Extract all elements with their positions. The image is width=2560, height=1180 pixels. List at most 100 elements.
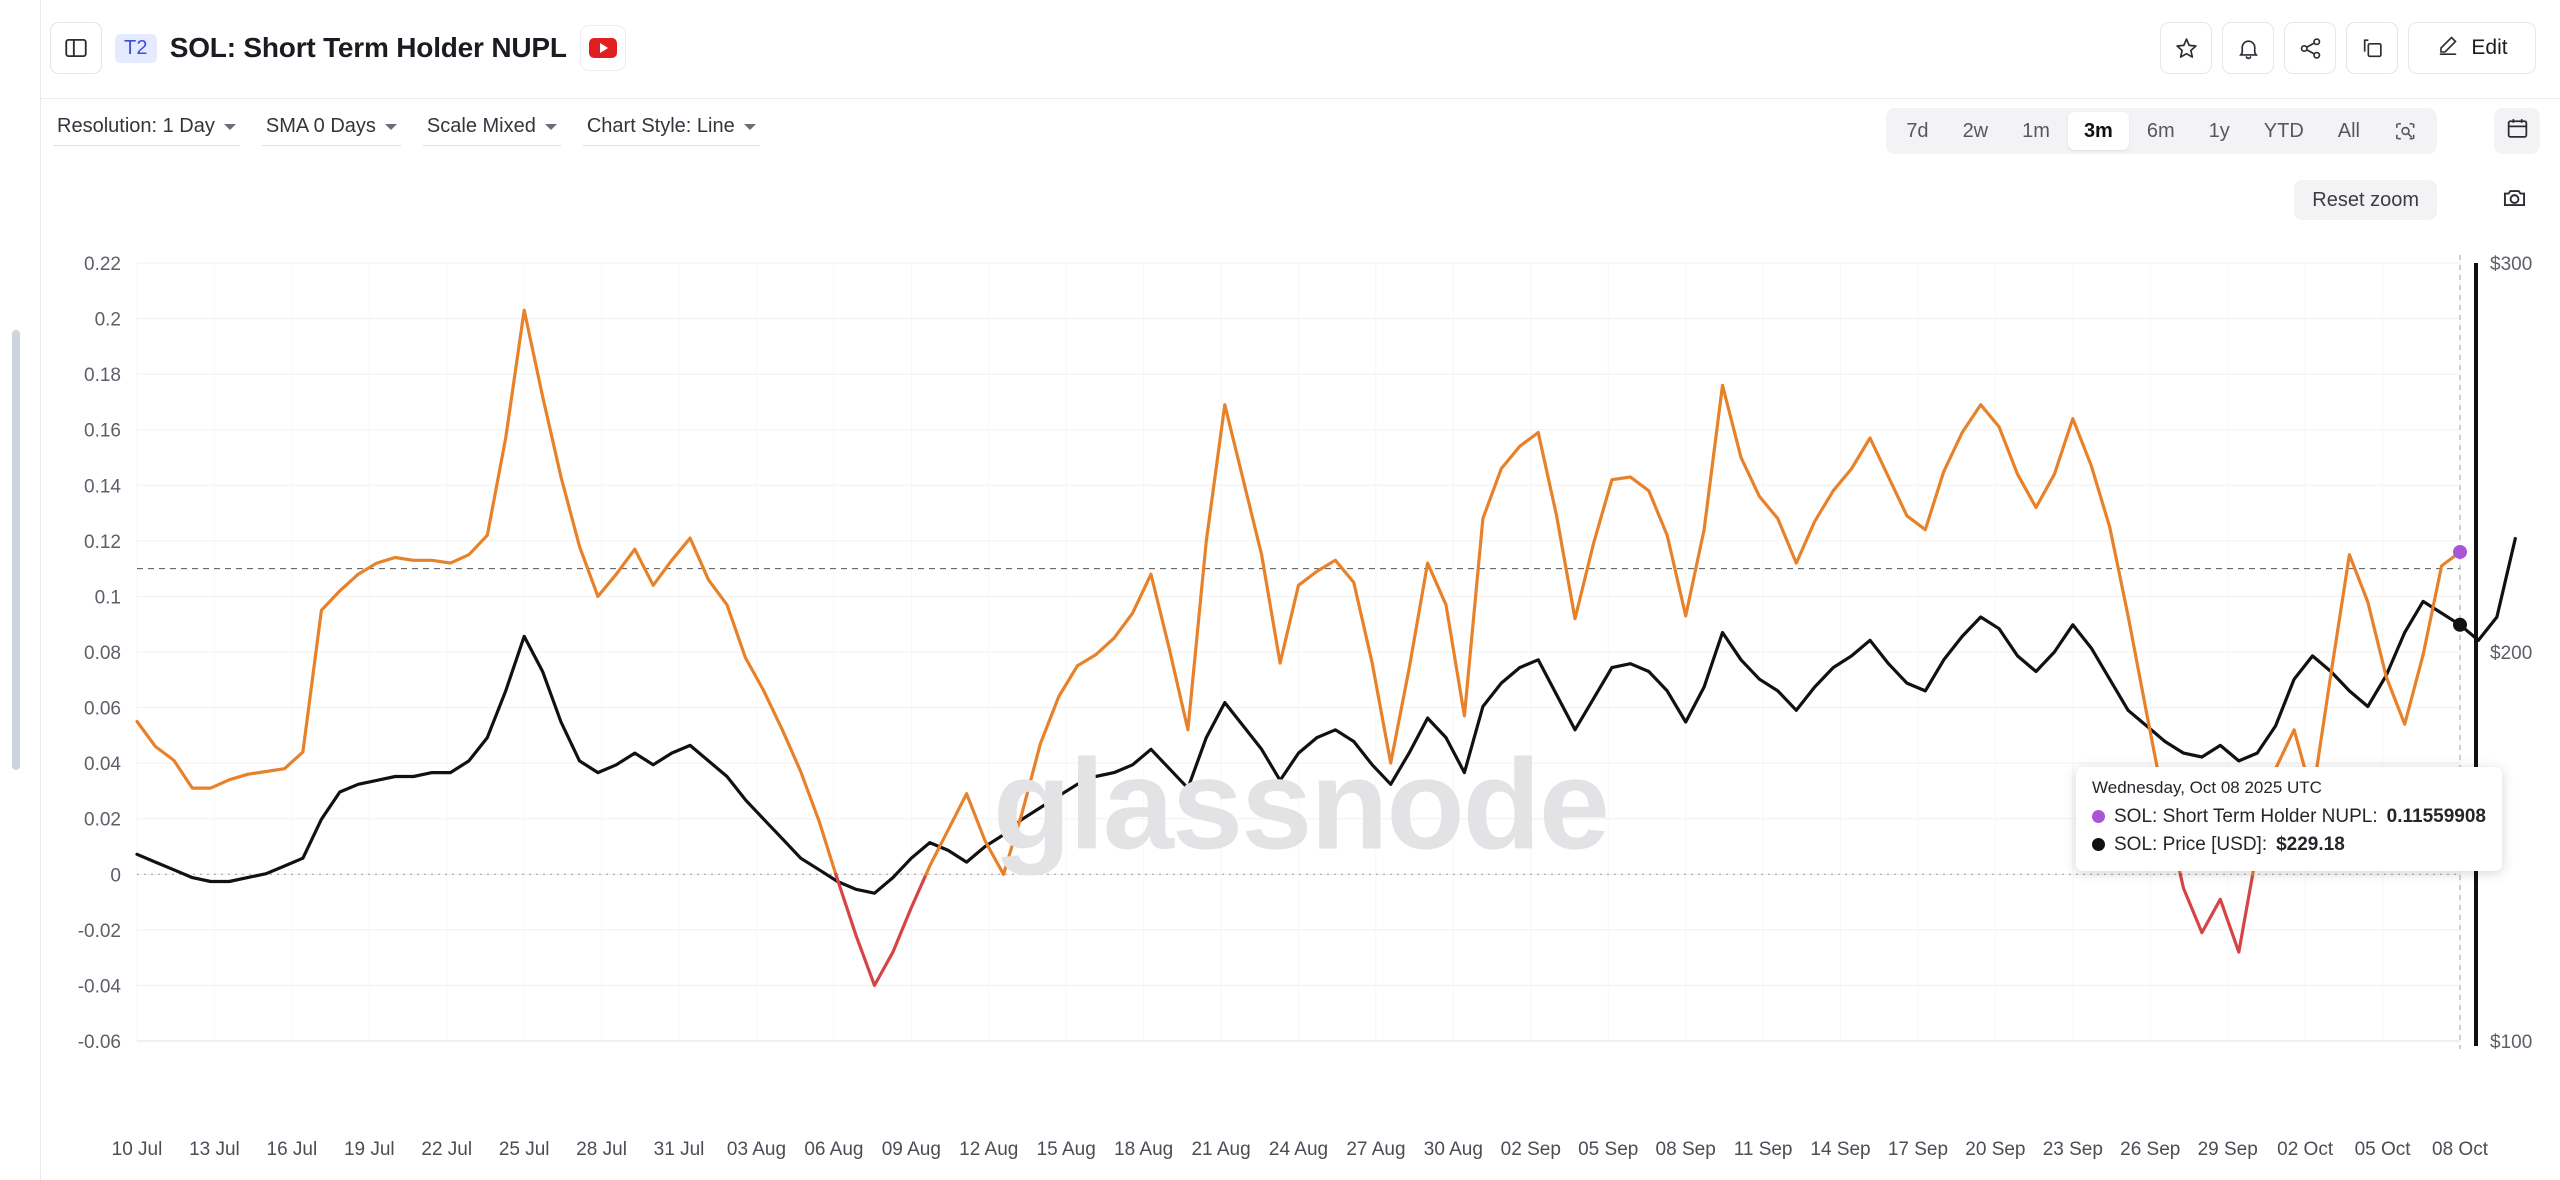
youtube-button[interactable] bbox=[579, 25, 626, 71]
range-button-3m[interactable]: 3m bbox=[2067, 112, 2129, 150]
svg-text:16 Jul: 16 Jul bbox=[267, 1139, 318, 1160]
svg-text:-0.04: -0.04 bbox=[78, 976, 122, 997]
tooltip-series-dot bbox=[2092, 837, 2105, 851]
svg-text:09 Aug: 09 Aug bbox=[882, 1139, 941, 1160]
sidebar-toggle-button[interactable] bbox=[50, 22, 102, 74]
tier-badge: T2 bbox=[115, 33, 157, 63]
range-button-all[interactable]: All bbox=[2322, 112, 2376, 150]
duplicate-button[interactable] bbox=[2346, 22, 2398, 74]
svg-text:0.18: 0.18 bbox=[84, 365, 121, 386]
svg-text:-0.02: -0.02 bbox=[78, 921, 121, 942]
resolution-dropdown[interactable]: Resolution: 1 Day bbox=[53, 113, 240, 146]
chart-area[interactable]: 0.22 0.2 0.18 0.16 0.14 0.12 0.1 0.08 0.06 0.04 0.… bbox=[41, 215, 2560, 1180]
svg-text:0.16: 0.16 bbox=[84, 421, 121, 442]
page-title: SOL: Short Term Holder NUPL bbox=[169, 32, 567, 63]
chevron-down-icon bbox=[223, 123, 236, 130]
chart-tooltip: Wednesday, Oct 08 2025 UTC SOL: Short Te… bbox=[2076, 767, 2502, 872]
svg-text:0.12: 0.12 bbox=[84, 532, 121, 553]
svg-text:23 Sep: 23 Sep bbox=[2043, 1139, 2103, 1160]
bell-icon bbox=[2236, 36, 2261, 61]
svg-text:0.1: 0.1 bbox=[95, 587, 121, 608]
svg-text:0.08: 0.08 bbox=[84, 643, 121, 664]
camera-icon bbox=[2501, 184, 2528, 216]
tooltip-date: Wednesday, Oct 08 2025 UTC bbox=[2092, 778, 2322, 797]
resolution-dropdown-label: Resolution: 1 Day bbox=[57, 115, 215, 137]
favorite-button[interactable] bbox=[2160, 22, 2212, 74]
tooltip-row: SOL: Short Term Holder NUPL: 0.11559908 bbox=[2092, 803, 2486, 831]
svg-text:$100: $100 bbox=[2490, 1032, 2532, 1053]
chart-toolbar: Resolution: 1 Day SMA 0 Days Scale Mixed… bbox=[41, 99, 2560, 161]
tooltip-series-value: $229.18 bbox=[2276, 833, 2345, 855]
chevron-down-icon bbox=[544, 123, 557, 130]
edit-button-label: Edit bbox=[2471, 36, 2508, 59]
svg-text:$200: $200 bbox=[2490, 643, 2532, 664]
svg-text:08 Oct: 08 Oct bbox=[2432, 1139, 2489, 1160]
zoom-select-icon[interactable] bbox=[2378, 112, 2433, 150]
svg-text:12 Aug: 12 Aug bbox=[959, 1139, 1018, 1160]
svg-text:0.04: 0.04 bbox=[84, 754, 121, 775]
scale-dropdown[interactable]: Scale Mixed bbox=[422, 113, 561, 146]
star-icon bbox=[2174, 36, 2199, 61]
range-button-ytd[interactable]: YTD bbox=[2248, 112, 2320, 150]
svg-text:0.2: 0.2 bbox=[95, 310, 121, 331]
svg-text:06 Aug: 06 Aug bbox=[804, 1139, 863, 1160]
alerts-button[interactable] bbox=[2222, 22, 2274, 74]
svg-text:11 Sep: 11 Sep bbox=[1734, 1139, 1793, 1160]
share-icon bbox=[2298, 36, 2323, 61]
svg-text:03 Aug: 03 Aug bbox=[727, 1139, 786, 1160]
range-button-1m[interactable]: 1m bbox=[2006, 112, 2066, 150]
svg-text:21 Aug: 21 Aug bbox=[1191, 1139, 1250, 1160]
svg-text:26 Sep: 26 Sep bbox=[2120, 1139, 2180, 1160]
chart-style-dropdown[interactable]: Chart Style: Line bbox=[582, 113, 760, 146]
pencil-icon bbox=[2436, 33, 2460, 63]
svg-text:24 Aug: 24 Aug bbox=[1269, 1139, 1328, 1160]
tooltip-series-label: SOL: Short Term Holder NUPL: bbox=[2114, 806, 2378, 827]
copy-icon bbox=[2360, 36, 2385, 61]
svg-text:17 Sep: 17 Sep bbox=[1888, 1139, 1948, 1160]
tooltip-row: SOL: Price [USD]: $229.18 bbox=[2092, 831, 2486, 859]
range-button-6m[interactable]: 6m bbox=[2131, 112, 2191, 150]
date-picker-button[interactable] bbox=[2494, 108, 2540, 154]
svg-text:0.02: 0.02 bbox=[84, 810, 121, 831]
edit-button[interactable]: Edit bbox=[2408, 22, 2536, 74]
chart-style-dropdown-label: Chart Style: Line bbox=[586, 115, 735, 137]
svg-text:22 Jul: 22 Jul bbox=[421, 1139, 472, 1160]
range-button-1y[interactable]: 1y bbox=[2193, 112, 2246, 150]
tooltip-series-label: SOL: Price [USD]: bbox=[2114, 833, 2268, 855]
svg-text:31 Jul: 31 Jul bbox=[654, 1139, 705, 1160]
reset-zoom-button[interactable]: Reset zoom bbox=[2294, 180, 2437, 220]
chevron-down-icon bbox=[384, 123, 397, 130]
svg-text:29 Sep: 29 Sep bbox=[2198, 1139, 2258, 1160]
time-range-selector: 7d 2w 1m 3m 6m 1y YTD All bbox=[1886, 108, 2437, 154]
youtube-icon bbox=[588, 38, 617, 58]
screenshot-button[interactable] bbox=[2492, 178, 2536, 222]
svg-text:18 Aug: 18 Aug bbox=[1114, 1139, 1173, 1160]
range-button-7d[interactable]: 7d bbox=[1890, 112, 1944, 150]
svg-text:27 Aug: 27 Aug bbox=[1346, 1139, 1405, 1160]
vertical-scrollbar-thumb[interactable] bbox=[12, 330, 20, 770]
svg-text:20 Sep: 20 Sep bbox=[1965, 1139, 2025, 1160]
svg-text:13 Jul: 13 Jul bbox=[189, 1139, 240, 1160]
sma-dropdown-label: SMA 0 Days bbox=[265, 115, 376, 137]
panel-left-icon bbox=[63, 35, 89, 61]
svg-text:0: 0 bbox=[110, 865, 121, 886]
svg-text:0.22: 0.22 bbox=[84, 254, 121, 275]
svg-text:0.06: 0.06 bbox=[84, 699, 121, 720]
chart-settings-dropdowns: Resolution: 1 Day SMA 0 Days Scale Mixed… bbox=[53, 113, 760, 146]
nupl-price-line-chart[interactable]: 0.22 0.2 0.18 0.16 0.14 0.12 0.1 0.08 0.06 0.04 0.… bbox=[41, 215, 2560, 1180]
scale-dropdown-label: Scale Mixed bbox=[426, 115, 536, 137]
chevron-down-icon bbox=[743, 123, 756, 130]
page-header: T2 SOL: Short Term Holder NUPL bbox=[41, 0, 2560, 99]
svg-text:02 Sep: 02 Sep bbox=[1501, 1139, 1561, 1160]
svg-text:$300: $300 bbox=[2490, 254, 2532, 275]
svg-text:08 Sep: 08 Sep bbox=[1656, 1139, 1716, 1160]
svg-text:15 Aug: 15 Aug bbox=[1037, 1139, 1096, 1160]
svg-text:0.14: 0.14 bbox=[84, 476, 121, 497]
svg-text:-0.06: -0.06 bbox=[78, 1032, 121, 1053]
svg-text:19 Jul: 19 Jul bbox=[344, 1139, 395, 1160]
share-button[interactable] bbox=[2284, 22, 2336, 74]
sma-dropdown[interactable]: SMA 0 Days bbox=[261, 113, 401, 146]
svg-text:05 Oct: 05 Oct bbox=[2355, 1139, 2412, 1160]
svg-text:14 Sep: 14 Sep bbox=[1810, 1139, 1870, 1160]
range-button-2w[interactable]: 2w bbox=[1947, 112, 2005, 150]
